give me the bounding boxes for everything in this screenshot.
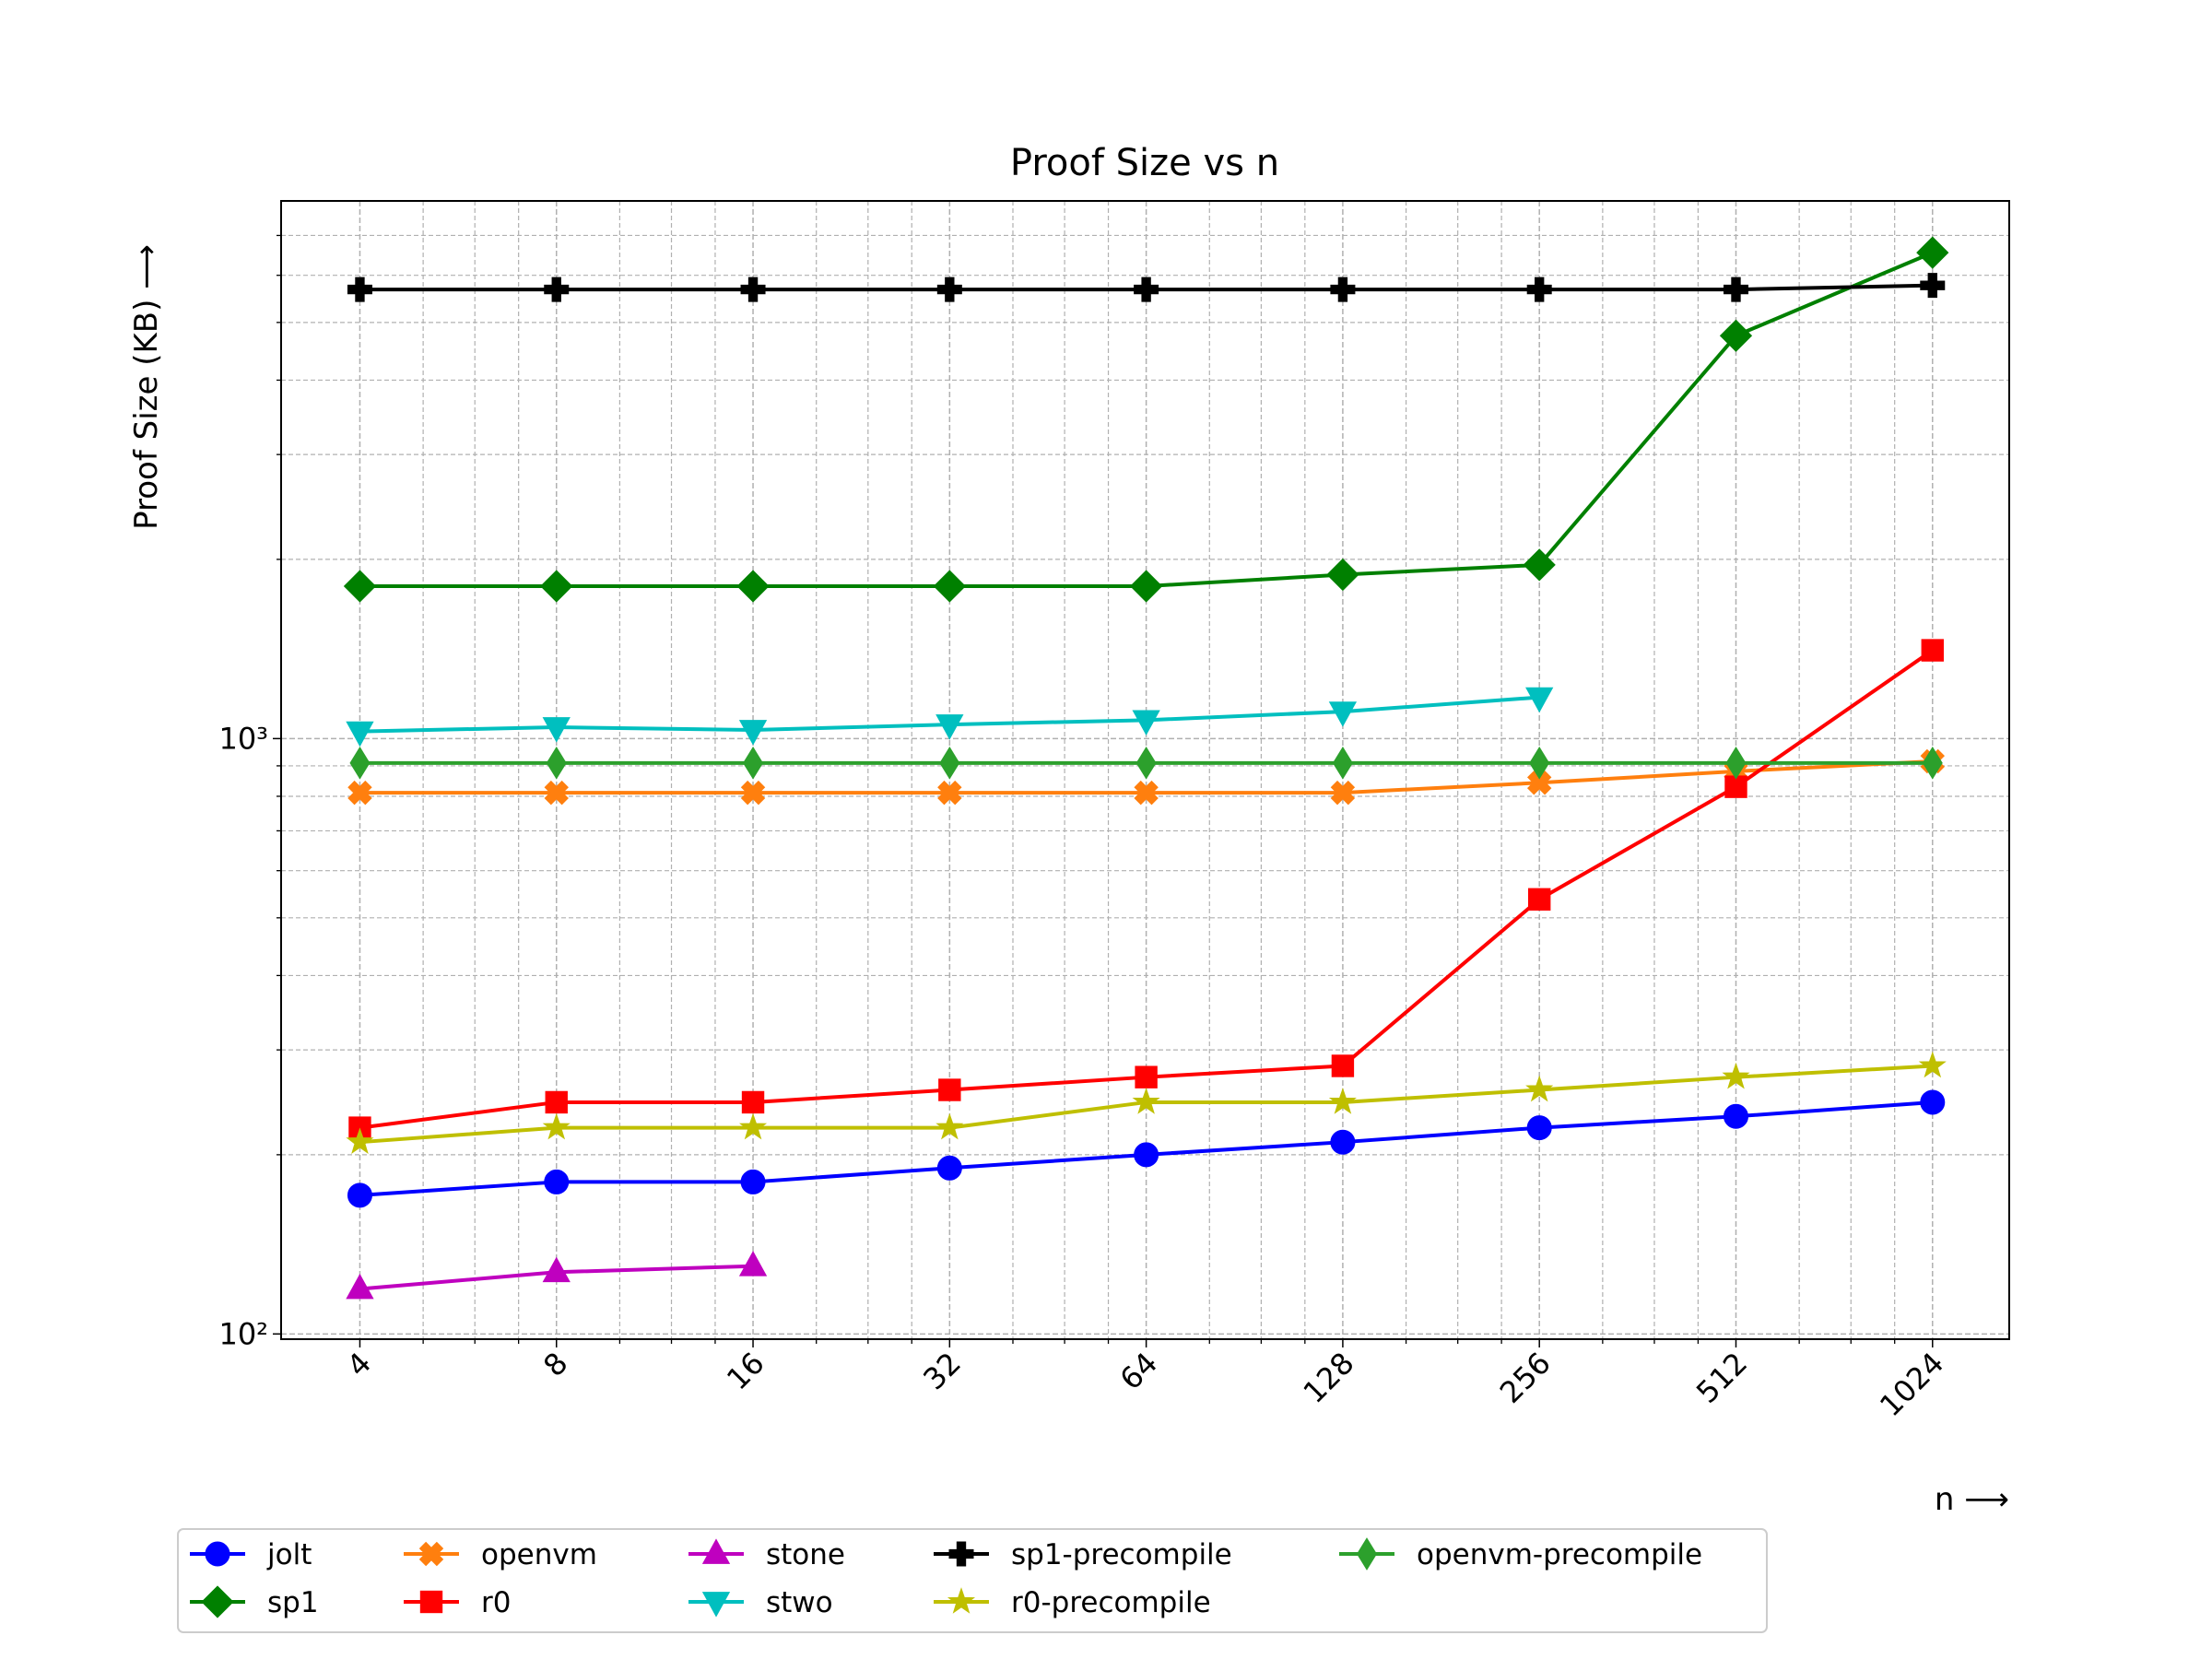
marker: [346, 721, 374, 747]
marker: [544, 1169, 570, 1194]
marker: [546, 746, 567, 780]
marker: [1328, 701, 1358, 727]
marker: [1916, 236, 1949, 269]
marker: [701, 1538, 731, 1564]
marker: [347, 1182, 372, 1208]
marker: [346, 1127, 374, 1154]
marker: [1723, 276, 1748, 302]
marker: [740, 780, 766, 806]
legend-label: openvm-precompile: [1417, 1538, 1702, 1571]
marker: [545, 1090, 568, 1114]
marker: [1920, 273, 1946, 299]
y-tick-label: 10³: [218, 721, 268, 756]
marker: [743, 746, 764, 780]
legend-label: stwo: [766, 1586, 833, 1619]
legend-label: jolt: [266, 1538, 312, 1571]
y-tick-label: 10²: [218, 1316, 268, 1351]
marker: [937, 780, 962, 806]
marker: [1725, 746, 1747, 780]
marker: [1918, 1051, 1947, 1078]
marker: [1526, 771, 1552, 795]
plot-frame: [280, 200, 2010, 1340]
marker: [1330, 276, 1356, 302]
marker: [1328, 1088, 1357, 1114]
marker: [1135, 746, 1157, 780]
marker: [1722, 1062, 1750, 1089]
chart-title: Proof Size vs n: [1010, 142, 1279, 184]
marker: [1723, 1103, 1748, 1129]
marker: [939, 746, 960, 780]
marker: [349, 746, 371, 780]
marker: [1526, 1115, 1552, 1141]
marker: [1134, 1142, 1159, 1168]
marker: [1326, 558, 1359, 592]
marker: [346, 1273, 374, 1300]
marker: [1132, 710, 1160, 735]
marker: [1528, 888, 1551, 911]
marker: [544, 780, 569, 806]
marker: [347, 276, 372, 302]
marker: [347, 780, 372, 806]
marker: [741, 1090, 765, 1114]
marker: [418, 1541, 444, 1567]
marker: [1331, 1054, 1355, 1077]
marker: [1132, 1088, 1160, 1114]
x-axis-label: n ⟶: [1935, 1481, 2009, 1518]
marker: [1330, 780, 1356, 806]
marker: [935, 714, 964, 740]
legend-label: stone: [766, 1538, 845, 1571]
legend-label: sp1: [267, 1586, 319, 1619]
marker: [201, 1585, 234, 1618]
marker: [740, 276, 766, 302]
marker: [938, 1078, 961, 1101]
marker: [947, 1587, 976, 1614]
marker: [1525, 687, 1554, 713]
marker: [935, 1112, 964, 1140]
marker: [1719, 319, 1753, 352]
legend-label: r0-precompile: [1011, 1586, 1211, 1619]
marker: [1134, 780, 1159, 806]
marker: [1526, 276, 1552, 302]
marker: [205, 1541, 230, 1567]
marker: [419, 1590, 443, 1614]
marker: [1920, 1089, 1946, 1115]
marker: [738, 720, 768, 746]
marker: [1357, 1537, 1377, 1571]
marker: [738, 1112, 768, 1140]
marker: [701, 1592, 731, 1618]
marker: [1922, 746, 1943, 780]
marker: [1332, 746, 1353, 780]
marker: [1525, 1075, 1554, 1102]
marker: [1330, 1129, 1356, 1155]
marker: [1130, 570, 1163, 603]
marker: [542, 1112, 571, 1140]
marker: [1921, 639, 1944, 662]
marker: [542, 717, 571, 743]
marker: [738, 1251, 768, 1277]
legend-label: r0: [481, 1586, 511, 1619]
marker: [1134, 276, 1159, 302]
marker: [1523, 548, 1556, 582]
marker: [1529, 746, 1550, 780]
marker: [1135, 1065, 1158, 1088]
legend-label: sp1-precompile: [1011, 1538, 1232, 1571]
marker: [343, 570, 377, 603]
marker: [540, 570, 573, 603]
marker: [542, 1256, 571, 1283]
y-axis-label: Proof Size (KB) ⟶: [128, 244, 165, 530]
marker: [948, 1541, 974, 1567]
marker: [740, 1169, 766, 1194]
marker: [933, 570, 966, 603]
marker: [936, 276, 962, 302]
legend: jolt sp1 openvm r0 stone stwo sp1-precompile r0…: [177, 1528, 1768, 1633]
legend-label: openvm: [481, 1538, 597, 1571]
marker: [544, 276, 570, 302]
marker: [736, 570, 770, 603]
marker: [936, 1155, 962, 1181]
